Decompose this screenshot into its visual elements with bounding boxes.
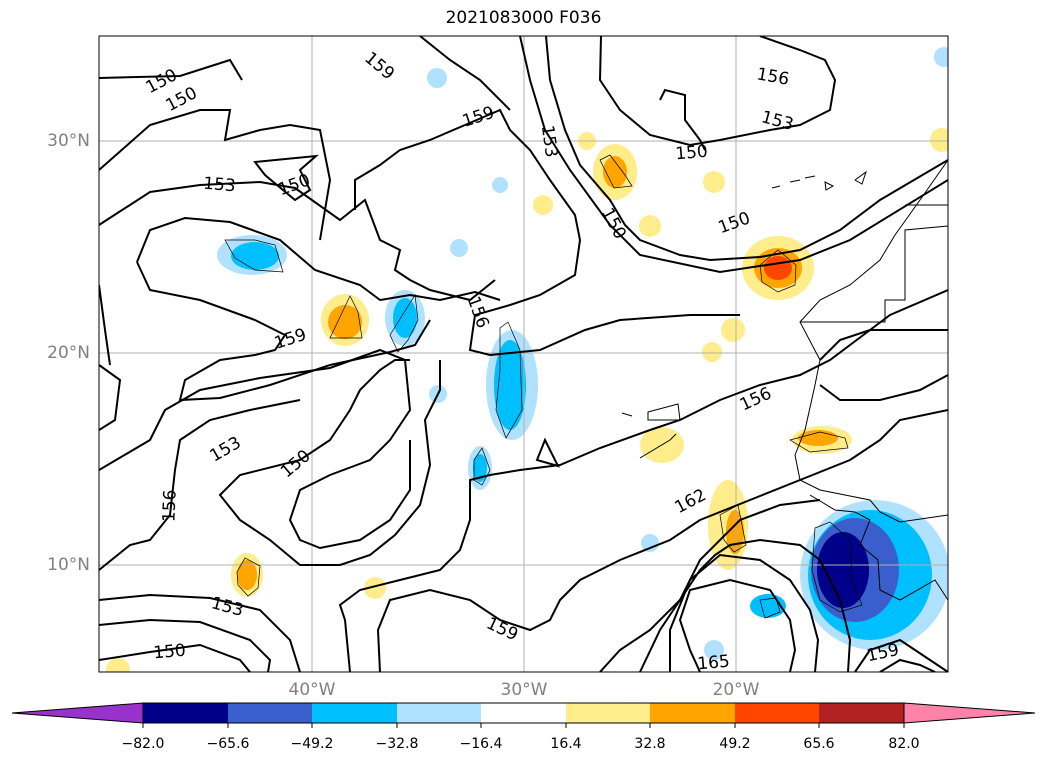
- contour-label: 150: [277, 446, 315, 482]
- map-title: 2021083000 F036: [445, 8, 602, 28]
- contour-label: 159: [272, 325, 309, 354]
- colorbar-segment: [650, 703, 735, 723]
- colorbar-extend-high: [903, 702, 1036, 724]
- contour-label: 159: [360, 48, 398, 84]
- colorbar-tick-marks: [142, 723, 905, 728]
- colorbar-tick-label: 32.8: [634, 736, 666, 752]
- contour-label: 153: [537, 124, 561, 159]
- contour-label: 153: [206, 433, 244, 467]
- colorbar-tick-label: 65.6: [803, 736, 835, 752]
- contour-label: 156: [755, 64, 790, 89]
- colorbar-tick-label: 49.2: [719, 736, 751, 752]
- colorbar-tick-label: −65.6: [206, 736, 250, 752]
- colorbar-segment: [397, 703, 481, 723]
- contour-label: 156: [159, 489, 180, 522]
- contour-label: 153: [202, 174, 236, 197]
- colorbar-segment: [143, 703, 228, 723]
- lon-label: 40°W: [288, 680, 336, 700]
- contour-label: 153: [209, 593, 246, 621]
- colorbar-tick-label: −16.4: [459, 736, 503, 752]
- contour-label: 165: [697, 652, 731, 675]
- colorbar-tick-label: −82.0: [121, 736, 165, 752]
- colorbar-tick-label: −32.8: [375, 736, 419, 752]
- anomaly-outlines: [224, 154, 863, 619]
- colorbar-extend-low: [11, 702, 144, 724]
- colorbar-segment: [228, 703, 312, 723]
- colorbar: [11, 702, 1036, 728]
- map-frame: [98, 35, 949, 673]
- coastlines: [621, 159, 948, 601]
- lat-label: 10°N: [47, 555, 90, 575]
- contour-label: 150: [675, 142, 709, 165]
- colorbar-segment: [735, 703, 819, 723]
- colorbar-segment: [819, 703, 904, 723]
- colorbar-segment: [566, 703, 650, 723]
- contour-label: 150: [716, 208, 753, 238]
- contour-label: 156: [737, 384, 775, 416]
- colorbar-segment: [312, 703, 397, 723]
- lat-label: 30°N: [47, 131, 90, 151]
- colorbar-tick-label: 16.4: [550, 736, 582, 752]
- height-contours: [99, 36, 948, 672]
- lat-label: 20°N: [47, 343, 90, 363]
- contour-label: 159: [460, 103, 497, 132]
- contour-label: 162: [672, 485, 710, 518]
- contour-label: 150: [597, 205, 630, 243]
- anomaly-fills: [106, 47, 948, 672]
- contour-label: 156: [463, 294, 493, 331]
- contour-label: 150: [153, 641, 187, 664]
- lon-label: 20°W: [712, 680, 760, 700]
- colorbar-segment: [481, 703, 566, 723]
- colorbar-tick-label: 82.0: [888, 736, 920, 752]
- map-plot-area: [99, 36, 948, 672]
- colorbar-tick-label: −49.2: [290, 736, 334, 752]
- lon-label: 30°W: [500, 680, 548, 700]
- colorbar-frame: [142, 702, 905, 724]
- contour-label: 159: [483, 614, 521, 646]
